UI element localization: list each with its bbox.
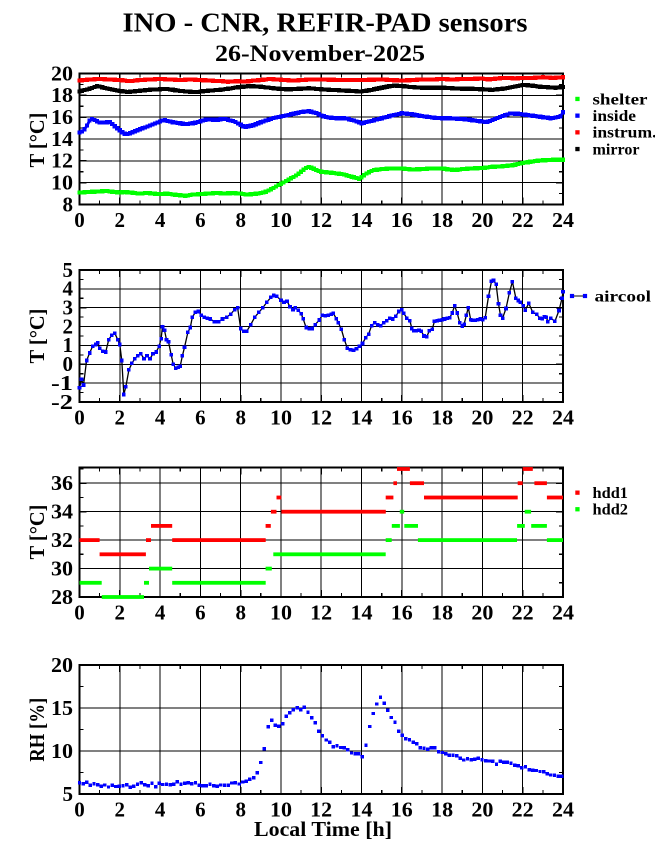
svg-text:3: 3 — [63, 296, 74, 320]
svg-text:30: 30 — [51, 556, 73, 580]
svg-text:hdd1: hdd1 — [593, 485, 629, 502]
svg-text:14: 14 — [351, 798, 374, 822]
svg-text:2: 2 — [115, 798, 126, 822]
svg-text:8: 8 — [235, 601, 246, 625]
svg-text:24: 24 — [552, 208, 575, 232]
svg-text:22: 22 — [512, 208, 534, 232]
svg-text:10: 10 — [51, 739, 73, 763]
svg-text:14: 14 — [351, 406, 374, 430]
svg-text:INO - CNR, REFIR-PAD sensors: INO - CNR, REFIR-PAD sensors — [123, 7, 528, 37]
svg-text:Local Time [h]: Local Time [h] — [254, 817, 392, 841]
svg-text:20: 20 — [471, 406, 493, 430]
svg-text:24: 24 — [552, 601, 575, 625]
svg-text:RH [%]: RH [%] — [25, 698, 49, 762]
svg-text:8: 8 — [235, 406, 246, 430]
svg-text:14: 14 — [51, 127, 74, 151]
svg-text:2: 2 — [115, 601, 126, 625]
svg-text:10: 10 — [270, 601, 292, 625]
svg-text:24: 24 — [552, 798, 575, 822]
svg-text:32: 32 — [51, 528, 73, 552]
svg-text:22: 22 — [512, 798, 534, 822]
svg-text:6: 6 — [195, 798, 206, 822]
svg-text:-2: -2 — [51, 390, 73, 414]
svg-text:4: 4 — [63, 277, 74, 301]
svg-text:T [°C]: T [°C] — [25, 505, 49, 560]
svg-text:mirror: mirror — [593, 141, 640, 158]
svg-text:24: 24 — [552, 406, 575, 430]
svg-text:-1: -1 — [51, 371, 73, 395]
svg-text:T [°C]: T [°C] — [25, 113, 49, 168]
svg-text:8: 8 — [235, 208, 246, 232]
svg-text:12: 12 — [310, 406, 332, 430]
svg-text:0: 0 — [74, 406, 85, 430]
svg-text:aircool: aircool — [595, 288, 652, 305]
svg-text:8: 8 — [235, 798, 246, 822]
svg-text:2: 2 — [115, 208, 126, 232]
svg-text:18: 18 — [431, 406, 453, 430]
svg-text:16: 16 — [391, 208, 413, 232]
svg-text:36: 36 — [51, 471, 73, 495]
svg-text:28: 28 — [51, 585, 73, 609]
svg-text:12: 12 — [310, 208, 332, 232]
svg-text:16: 16 — [391, 798, 413, 822]
svg-text:10: 10 — [51, 171, 73, 195]
svg-text:20: 20 — [51, 653, 73, 677]
svg-text:shelter: shelter — [593, 91, 648, 108]
svg-text:16: 16 — [391, 601, 413, 625]
svg-text:22: 22 — [512, 406, 534, 430]
svg-text:18: 18 — [431, 208, 453, 232]
svg-text:10: 10 — [270, 208, 292, 232]
svg-text:T [°C]: T [°C] — [25, 309, 49, 364]
svg-text:6: 6 — [195, 601, 206, 625]
svg-text:5: 5 — [63, 258, 74, 282]
svg-text:18: 18 — [51, 83, 73, 107]
svg-text:22: 22 — [512, 601, 534, 625]
svg-text:18: 18 — [431, 798, 453, 822]
svg-text:8: 8 — [63, 192, 74, 216]
svg-text:1: 1 — [63, 333, 74, 357]
svg-text:20: 20 — [51, 61, 73, 85]
svg-text:0: 0 — [74, 798, 85, 822]
svg-text:instrum.: instrum. — [593, 125, 655, 142]
svg-text:4: 4 — [155, 601, 166, 625]
svg-text:10: 10 — [270, 798, 292, 822]
svg-text:12: 12 — [51, 149, 73, 173]
svg-text:4: 4 — [155, 798, 166, 822]
svg-text:14: 14 — [351, 601, 374, 625]
svg-text:5: 5 — [63, 782, 74, 806]
svg-text:6: 6 — [195, 406, 206, 430]
svg-text:0: 0 — [63, 352, 74, 376]
svg-text:6: 6 — [195, 208, 206, 232]
svg-text:20: 20 — [471, 601, 493, 625]
svg-text:0: 0 — [74, 208, 85, 232]
svg-text:14: 14 — [351, 208, 374, 232]
svg-text:4: 4 — [155, 208, 166, 232]
svg-text:20: 20 — [471, 798, 493, 822]
svg-text:34: 34 — [51, 500, 74, 524]
svg-text:12: 12 — [310, 601, 332, 625]
svg-text:20: 20 — [471, 208, 493, 232]
svg-text:26-November-2025: 26-November-2025 — [215, 41, 425, 66]
svg-text:10: 10 — [270, 406, 292, 430]
svg-text:2: 2 — [115, 406, 126, 430]
svg-text:18: 18 — [431, 601, 453, 625]
svg-text:15: 15 — [51, 696, 73, 720]
svg-text:inside: inside — [593, 108, 637, 125]
svg-text:16: 16 — [51, 105, 73, 129]
svg-text:hdd2: hdd2 — [593, 502, 629, 519]
svg-text:0: 0 — [74, 601, 85, 625]
svg-text:12: 12 — [310, 798, 332, 822]
svg-text:4: 4 — [155, 406, 166, 430]
svg-text:16: 16 — [391, 406, 413, 430]
svg-text:2: 2 — [63, 314, 74, 338]
